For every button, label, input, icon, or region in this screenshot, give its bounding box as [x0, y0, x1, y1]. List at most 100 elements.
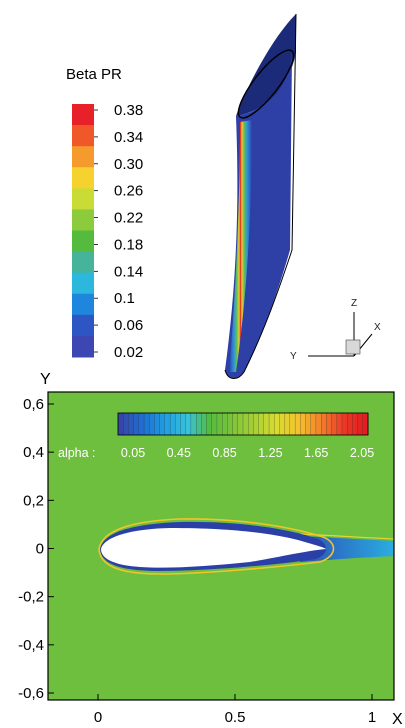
- alpha-swatch: [321, 412, 327, 436]
- y-tick-label: 0,6: [23, 396, 44, 413]
- wing-3d-view: [224, 13, 297, 379]
- y-axis-title: Y: [40, 371, 51, 388]
- alpha-swatch: [352, 412, 359, 436]
- alpha-swatch: [196, 412, 202, 436]
- alpha-label: alpha :: [58, 446, 96, 460]
- alpha-swatch: [294, 412, 301, 436]
- alpha-swatch: [201, 412, 208, 436]
- alpha-swatch: [310, 412, 317, 436]
- alpha-swatch: [331, 412, 338, 436]
- alpha-swatch: [336, 412, 343, 436]
- alpha-value: 1.65: [304, 446, 328, 460]
- alpha-swatch: [237, 412, 244, 436]
- alpha-swatch: [216, 412, 223, 436]
- alpha-swatch: [169, 412, 176, 436]
- x-tick-label: 0.5: [225, 709, 246, 726]
- x-axis-ticks: 0 0.5 1: [94, 694, 376, 726]
- y-tick-label: 0,4: [23, 444, 44, 461]
- alpha-swatch: [315, 412, 322, 436]
- x-axis-title: X: [392, 711, 403, 728]
- legend-swatch: [72, 167, 94, 189]
- legend-swatch: [72, 293, 94, 316]
- legend-title: Beta PR: [66, 66, 122, 83]
- alpha-swatch: [347, 412, 353, 436]
- alpha-swatch: [248, 412, 254, 436]
- alpha-swatch: [274, 412, 280, 436]
- legend-labels: 0.38 0.34 0.30 0.26 0.22 0.18 0.14 0.1 0.06 0.02: [94, 102, 143, 361]
- legend-value: 0.34: [114, 129, 143, 146]
- legend-swatch: [72, 104, 94, 126]
- alpha-swatch: [190, 412, 197, 436]
- beta-stripe: [229, 120, 252, 372]
- triad-label-z: Z: [351, 298, 357, 309]
- alpha-colorbar-labels: 0.05 0.45 0.85 1.25 1.65 2.05: [121, 446, 374, 460]
- x-tick-label: 0: [94, 709, 102, 726]
- alpha-swatch: [232, 412, 239, 436]
- legend-swatch: [72, 272, 94, 295]
- alpha-swatch: [300, 412, 307, 436]
- axis-triad: Z X Y: [290, 298, 381, 362]
- alpha-swatch: [258, 412, 265, 436]
- legend-colorbar: [72, 104, 94, 358]
- alpha-colorbar: [117, 412, 369, 436]
- legend-value: 0.18: [114, 236, 143, 253]
- alpha-swatch: [357, 412, 364, 436]
- wing-outline: [224, 13, 297, 379]
- legend-swatch: [72, 230, 94, 253]
- alpha-value: 0.45: [167, 446, 191, 460]
- alpha-swatch: [138, 412, 145, 436]
- alpha-swatch: [253, 412, 260, 436]
- alpha-value: 0.05: [121, 446, 145, 460]
- y-axis-ticks: 0,6 0,4 0,2 0 -0,2 -0,4 -0,6: [18, 396, 54, 702]
- triad-label-x: X: [374, 322, 381, 333]
- shear-layer-outer: [98, 518, 335, 575]
- alpha-swatch: [263, 412, 270, 436]
- alpha-swatch: [242, 412, 249, 436]
- y-tick-label: 0,2: [23, 492, 44, 509]
- alpha-swatch: [185, 412, 192, 436]
- legend-swatch: [72, 188, 94, 210]
- wake-region: [300, 536, 394, 562]
- y-tick-label: -0,4: [18, 637, 44, 654]
- alpha-swatch: [227, 412, 234, 436]
- triad-label-y: Y: [290, 351, 297, 362]
- alpha-swatch: [206, 412, 213, 436]
- alpha-swatch: [159, 412, 166, 436]
- alpha-swatch: [305, 412, 312, 436]
- x-tick-label: 1: [368, 709, 376, 726]
- alpha-swatch: [284, 412, 291, 436]
- alpha-swatch: [180, 412, 187, 436]
- legend-value: 0.14: [114, 263, 143, 280]
- legend-value: 0.06: [114, 317, 143, 334]
- legend-swatch: [72, 146, 94, 168]
- legend-value: 0.1: [114, 290, 135, 307]
- alpha-swatch: [289, 412, 296, 436]
- airfoil-shape: [101, 528, 326, 568]
- alpha-swatch: [143, 412, 150, 436]
- alpha-swatch: [149, 412, 155, 436]
- alpha-swatch: [279, 412, 286, 436]
- legend-value: 0.02: [114, 344, 143, 361]
- legend-value: 0.26: [114, 183, 143, 200]
- alpha-swatch: [268, 412, 275, 436]
- alpha-swatch: [128, 412, 135, 436]
- alpha-swatch: [326, 412, 333, 436]
- alpha-swatch: [222, 412, 228, 436]
- legend-swatch: [72, 251, 94, 274]
- legend-swatch: [72, 335, 94, 358]
- alpha-swatch: [117, 412, 124, 436]
- alpha-swatch: [123, 412, 129, 436]
- legend-swatch: [72, 314, 94, 337]
- alpha-swatch: [133, 412, 140, 436]
- legend-swatch: [72, 125, 94, 147]
- wing-tip-ellipse: [237, 49, 295, 119]
- alpha-swatch: [211, 412, 218, 436]
- alpha-value: 1.25: [258, 446, 282, 460]
- alpha-swatch: [175, 412, 182, 436]
- alpha-value: 2.05: [350, 446, 374, 460]
- legend-value: 0.30: [114, 156, 143, 173]
- legend-value: 0.38: [114, 102, 143, 119]
- alpha-swatch: [154, 412, 161, 436]
- y-tick-label: 0: [36, 541, 44, 558]
